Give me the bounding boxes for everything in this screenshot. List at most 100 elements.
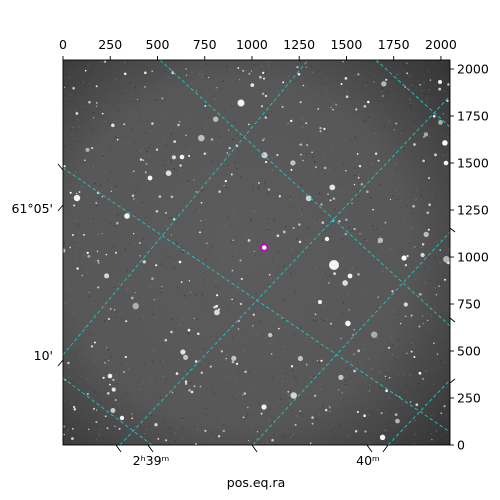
star: [328, 282, 330, 284]
star: [443, 255, 450, 263]
noise-speck: [246, 331, 248, 333]
star: [165, 439, 168, 442]
noise-speck: [205, 90, 207, 92]
noise-speck: [108, 132, 110, 134]
noise-speck: [426, 405, 428, 407]
noise-speck: [371, 225, 373, 227]
noise-speck: [443, 90, 445, 92]
noise-speck: [71, 133, 73, 135]
star: [81, 274, 84, 277]
noise-speck: [114, 79, 116, 81]
noise-speck: [413, 120, 415, 122]
noise-speck: [381, 91, 383, 93]
y-tick-label-500: 500: [457, 344, 481, 359]
noise-speck: [131, 151, 133, 153]
noise-speck: [148, 147, 150, 149]
noise-speck: [296, 195, 298, 197]
star: [369, 390, 371, 392]
noise-speck: [420, 194, 422, 197]
star: [329, 407, 332, 409]
noise-speck: [254, 255, 256, 257]
noise-speck: [220, 228, 222, 230]
y-tick-label-1750: 1750: [457, 109, 489, 124]
noise-speck: [447, 136, 449, 138]
noise-speck: [322, 103, 324, 105]
noise-speck: [189, 349, 191, 351]
noise-speck: [205, 413, 207, 415]
noise-speck: [264, 90, 266, 92]
noise-speck: [136, 110, 138, 112]
noise-speck: [168, 112, 170, 114]
noise-speck: [341, 374, 343, 376]
star: [391, 290, 394, 293]
noise-speck: [69, 111, 71, 113]
star: [377, 237, 384, 243]
noise-speck: [148, 155, 150, 157]
star: [105, 254, 108, 256]
noise-speck: [231, 105, 233, 107]
star: [287, 122, 289, 125]
y-tick-label-1250: 1250: [457, 203, 489, 218]
noise-speck: [174, 123, 176, 125]
noise-speck: [67, 429, 69, 431]
star: [194, 360, 198, 363]
noise-speck: [245, 147, 247, 149]
noise-speck: [368, 297, 370, 299]
noise-speck: [129, 323, 131, 325]
noise-speck: [97, 165, 100, 167]
noise-speck: [207, 246, 209, 248]
noise-speck: [354, 171, 356, 173]
noise-speck: [404, 409, 406, 412]
noise-speck: [298, 65, 301, 67]
bright-star: [147, 175, 153, 181]
noise-speck: [258, 185, 260, 188]
star: [97, 286, 100, 289]
noise-speck: [259, 320, 261, 322]
noise-speck: [436, 101, 438, 103]
noise-speck: [160, 360, 162, 362]
star: [446, 99, 449, 103]
noise-speck: [441, 135, 443, 137]
noise-speck: [158, 194, 160, 196]
star: [204, 105, 207, 107]
star: [447, 83, 450, 86]
noise-speck: [298, 426, 300, 428]
star: [372, 208, 374, 211]
noise-speck: [334, 208, 336, 210]
noise-speck: [252, 143, 254, 145]
noise-speck: [69, 337, 71, 339]
noise-speck: [171, 182, 174, 184]
star: [170, 330, 173, 334]
noise-speck: [407, 295, 409, 297]
noise-speck: [305, 152, 307, 154]
star: [240, 277, 243, 280]
star: [263, 138, 265, 140]
noise-speck: [288, 435, 290, 437]
noise-speck: [394, 309, 396, 312]
star: [261, 92, 265, 95]
noise-speck: [318, 413, 320, 416]
noise-speck: [433, 383, 435, 385]
noise-speck: [232, 337, 234, 339]
noise-speck: [305, 430, 307, 432]
noise-speck: [319, 388, 321, 390]
noise-speck: [346, 200, 348, 203]
noise-speck: [262, 443, 264, 445]
noise-speck: [370, 444, 372, 445]
star: [63, 165, 66, 168]
star: [76, 267, 79, 270]
star: [261, 152, 268, 159]
star: [410, 314, 413, 317]
noise-speck: [79, 425, 81, 427]
star: [389, 198, 392, 201]
noise-speck: [277, 271, 279, 273]
star: [104, 273, 110, 279]
star: [108, 360, 110, 362]
noise-speck: [406, 160, 408, 162]
noise-speck: [444, 186, 446, 188]
noise-speck: [244, 111, 246, 113]
noise-speck: [296, 415, 298, 417]
noise-speck: [64, 145, 66, 148]
noise-speck: [146, 171, 148, 173]
noise-speck: [271, 432, 273, 434]
